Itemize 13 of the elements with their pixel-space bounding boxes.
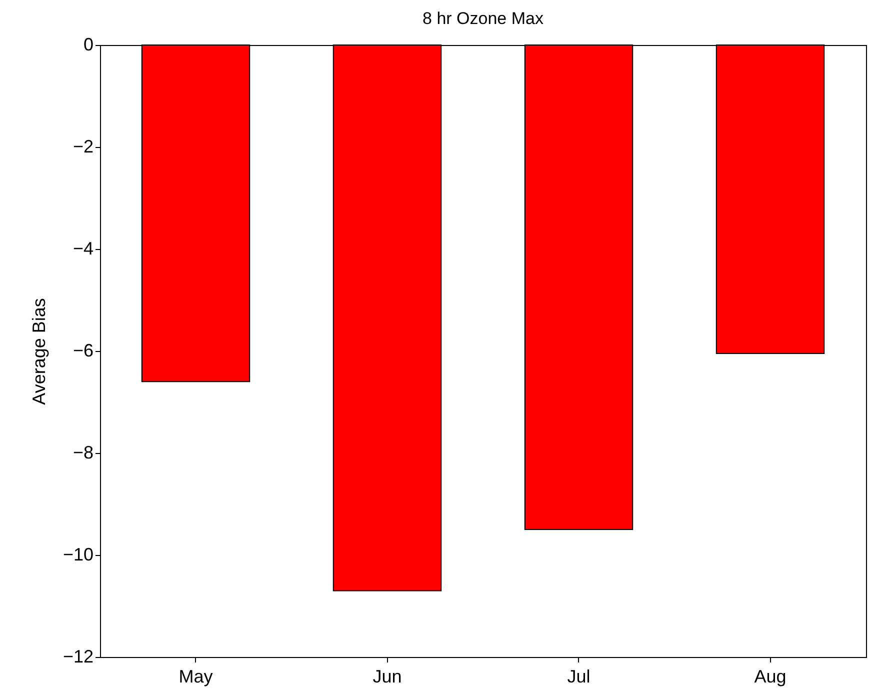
x-tick-label: Jul [567, 666, 590, 686]
y-tick-label: −8 [72, 442, 94, 462]
y-axis-title: Average Bias [28, 298, 49, 405]
y-tick-label: −12 [62, 646, 94, 666]
y-tick-label: −2 [72, 136, 94, 156]
y-tick-label: −6 [72, 340, 94, 360]
y-tick-label: −4 [72, 238, 94, 258]
x-tick-label: May [178, 666, 213, 686]
x-tick-label: Jun [372, 666, 402, 686]
chart-title: 8 hr Ozone Max [422, 9, 544, 28]
x-tick-label: Aug [754, 666, 786, 686]
y-tick-label: −10 [62, 544, 94, 564]
y-tick-label: 0 [83, 34, 94, 54]
